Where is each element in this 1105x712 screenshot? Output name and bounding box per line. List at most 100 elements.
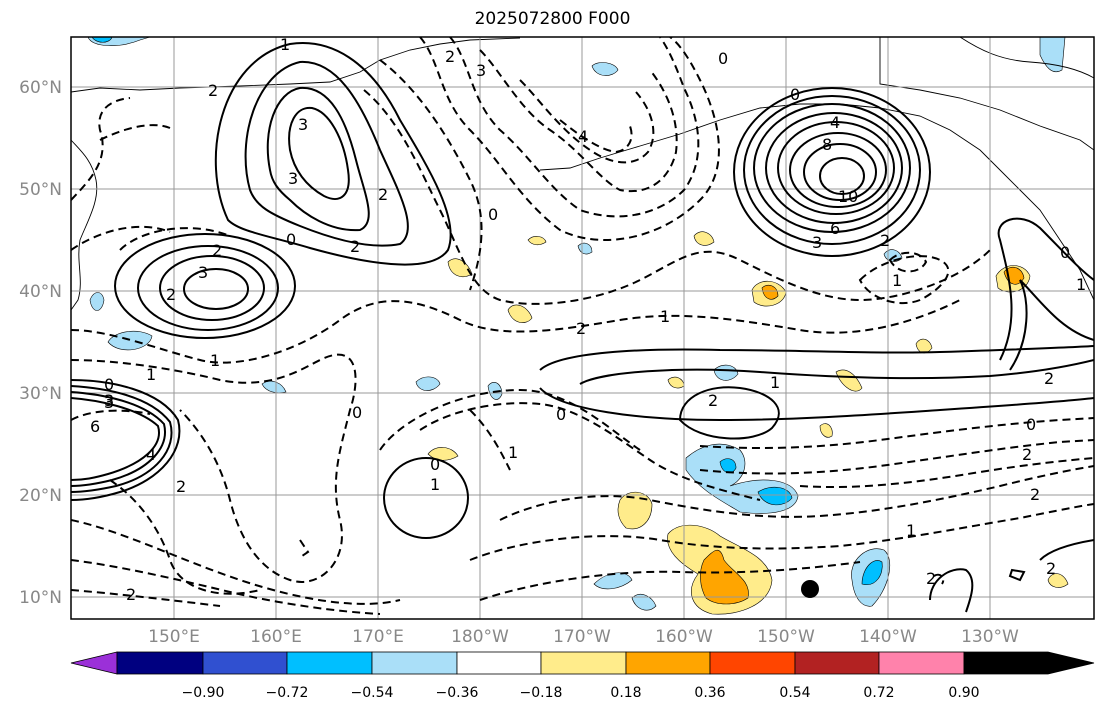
shade-light-blue (415, 376, 441, 391)
shade-orange (700, 549, 749, 605)
contour-label: 2 (1022, 445, 1032, 464)
contour-label: 2 (126, 585, 136, 604)
contour-label: 3 (288, 169, 298, 188)
colorbar-segment (540, 651, 627, 675)
contour-label: 6 (90, 417, 100, 436)
contour-label: 2 (176, 477, 186, 496)
colorbar-extend-max (963, 651, 1095, 675)
contour-label: 6 (830, 219, 840, 238)
contour-label: 3 (104, 393, 114, 412)
shade-light-blue (107, 330, 153, 351)
shade-sky-blue (757, 486, 793, 506)
contour-label: 0 (1060, 243, 1070, 262)
shade-light-blue (593, 572, 633, 590)
longitude-labels: 150°E 160°E 170°E 180°W 170°W 160°W 150°… (148, 627, 1019, 647)
contour-label: 1 (508, 443, 518, 462)
contour-label: 3 (812, 233, 822, 252)
contour-label: 2 (378, 185, 388, 204)
lon-label-160e: 160°E (250, 627, 302, 647)
contour-label: 2 (350, 237, 360, 256)
colorbar-segment (286, 651, 373, 675)
graticule (71, 37, 1094, 619)
colorbar-extend-min (70, 651, 118, 675)
contour-label: 0 (488, 205, 498, 224)
dashed-contours (71, 37, 1094, 615)
colorbar-tick: 0.54 (779, 685, 810, 701)
lon-label-150w: 150°W (757, 627, 815, 647)
colorbar-segment (878, 651, 965, 675)
lat-label-20n: 20°N (19, 486, 62, 506)
shade-sky-blue (861, 560, 883, 585)
contour-label: 0 (104, 375, 114, 394)
location-marker (801, 580, 819, 598)
colorbar-segment (794, 651, 880, 675)
lon-label-130w: 130°W (961, 627, 1019, 647)
contour-label: 1 (280, 35, 290, 54)
shade-yellow (693, 231, 715, 246)
contour-label: 2 (445, 47, 455, 66)
shade-yellow (819, 423, 833, 438)
contour-label: 1 (430, 475, 440, 494)
lon-label-180w: 180°W (451, 627, 509, 647)
lon-label-170e: 170°E (352, 627, 404, 647)
contour-label: 10 (838, 187, 858, 206)
contour-label: 2 (1044, 369, 1054, 388)
colorbar-tick: −0.72 (266, 685, 309, 701)
shade-sky-blue (719, 458, 737, 474)
contour-label: 8 (822, 135, 832, 154)
shade-light-blue (1039, 37, 1066, 73)
colorbar-segment (709, 651, 796, 675)
contour-label: 2 (576, 319, 586, 338)
contour-label: 0 (556, 405, 566, 424)
lon-label-150e: 150°E (148, 627, 200, 647)
colorbar-tick: −0.36 (436, 685, 479, 701)
colorbar (70, 651, 1095, 675)
colorbar-tick: −0.90 (182, 685, 225, 701)
colorbar-tick: 0.90 (948, 685, 979, 701)
shade-yellow (1047, 573, 1069, 588)
contour-label: 4 (578, 127, 588, 146)
contour-labels: 1 2 3 0 2 3 2 3 2 3 0 2 2 3 1 0 1 4 0 4 … (90, 35, 1086, 604)
lon-label-140w: 140°W (859, 627, 917, 647)
shade-yellow (835, 369, 863, 392)
colorbar-segment (456, 651, 542, 675)
shade-light-blue (591, 62, 619, 76)
lat-label-50n: 50°N (19, 180, 62, 200)
lat-label-30n: 30°N (19, 384, 62, 404)
contour-label: 3 (198, 263, 208, 282)
lon-label-170w: 170°W (553, 627, 611, 647)
colorbar-segment (202, 651, 288, 675)
lat-label-60n: 60°N (19, 78, 62, 98)
contour-label: 0 (352, 403, 362, 422)
contour-label: 1 (892, 271, 902, 290)
shade-light-blue (631, 594, 657, 611)
contour-label: 4 (146, 445, 156, 464)
contour-label: 2 (212, 241, 222, 260)
lat-label-10n: 10°N (19, 588, 62, 608)
shade-yellow (617, 491, 653, 530)
colorbar-segment (625, 651, 711, 675)
colorbar-tick-labels: −0.90 −0.72 −0.54 −0.36 −0.18 0.18 0.36 … (182, 685, 980, 701)
contour-label: 4 (830, 113, 840, 132)
contour-label: 2 (208, 81, 218, 100)
colorbar-tick: 0.18 (610, 685, 641, 701)
shade-yellow (527, 236, 547, 246)
contour-label: 2 (1046, 559, 1056, 578)
contour-label: 1 (660, 307, 670, 326)
lat-label-40n: 40°N (19, 282, 62, 302)
contour-label: 2 (166, 285, 176, 304)
contour-label: 1 (1076, 275, 1086, 294)
contour-label: 2 (880, 231, 890, 250)
contour-label: 0 (718, 49, 728, 68)
shade-light-blue (89, 292, 105, 311)
contour-label: 2 (1030, 485, 1040, 504)
map-title: 2025072800 F000 (474, 9, 631, 29)
shaded-regions (87, 37, 1069, 615)
contour-label: 0 (790, 85, 800, 104)
colorbar-segment (116, 651, 204, 675)
contour-label: 3 (104, 391, 114, 410)
colorbar-tick: 0.36 (694, 685, 725, 701)
lon-label-160w: 160°W (655, 627, 713, 647)
solid-contours (71, 42, 1094, 613)
